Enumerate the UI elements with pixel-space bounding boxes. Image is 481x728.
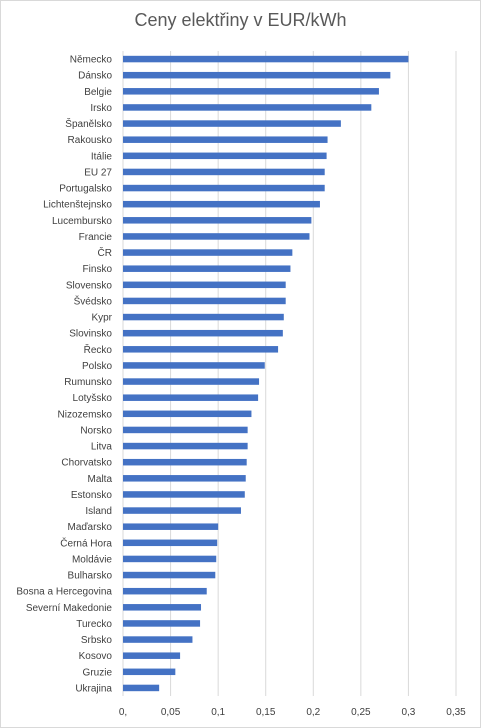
category-label: Litva <box>91 442 113 453</box>
bar <box>123 555 217 563</box>
category-labels: Německo Dánsko Belgie Irsko Španělsko Rakousk… <box>16 55 112 695</box>
category-label: Lichtenštejnsko <box>43 200 112 211</box>
category-label: Estonsko <box>71 490 113 501</box>
x-tick-label: 0,2 <box>306 707 320 718</box>
bar <box>123 587 207 595</box>
bar <box>123 249 293 256</box>
bar <box>123 458 247 466</box>
category-label: Dánsko <box>78 71 112 82</box>
category-label: Řecko <box>84 343 113 356</box>
bar <box>123 88 379 95</box>
bar <box>123 55 409 63</box>
category-label: Slovensko <box>66 280 113 291</box>
bar <box>123 152 327 160</box>
category-label: Gruzie <box>83 667 113 678</box>
bars <box>123 55 409 692</box>
x-tick-label: 0,1 <box>211 707 225 718</box>
category-label: Polsko <box>82 361 112 372</box>
bar <box>123 426 248 434</box>
category-label: Itálie <box>91 151 113 162</box>
bar <box>123 684 160 692</box>
bar <box>123 346 279 353</box>
bar <box>123 652 181 659</box>
category-label: Francie <box>79 232 113 243</box>
category-label: Finsko <box>83 264 113 275</box>
bar <box>123 668 176 676</box>
bar <box>123 378 260 385</box>
bar <box>123 539 218 547</box>
category-label: Chorvatsko <box>61 458 112 469</box>
bar <box>123 168 325 176</box>
category-label: EU 27 <box>84 167 112 178</box>
category-label: Malta <box>88 474 113 485</box>
x-tick-labels: 0, 0,05 0,1 0,15 0,2 0,25 0,3 0,35 <box>119 707 466 718</box>
category-label: Kypr <box>91 313 112 324</box>
category-label: Ukrajina <box>75 683 112 694</box>
category-label: Černá Hora <box>60 536 112 549</box>
x-tick-label: 0,3 <box>401 707 415 718</box>
bar <box>123 362 265 369</box>
category-label: Lotyšsko <box>73 393 113 404</box>
bar <box>123 217 312 224</box>
bar <box>123 523 219 530</box>
x-tick-label: 0,35 <box>446 707 466 718</box>
bar <box>123 604 202 611</box>
category-label: Srbsko <box>81 635 113 646</box>
category-label: Irsko <box>90 103 112 114</box>
category-label: Švédsko <box>74 294 113 307</box>
category-label: Maďarsko <box>68 522 113 533</box>
bar <box>123 265 291 272</box>
category-label: Španělsko <box>65 117 112 130</box>
bar <box>123 491 245 498</box>
bar <box>123 442 248 450</box>
bar <box>123 571 216 579</box>
gridlines <box>122 51 457 696</box>
category-label: ČR <box>98 246 112 259</box>
category-label: Německo <box>70 55 113 66</box>
bar <box>123 620 201 627</box>
x-tick-label: 0, <box>119 707 127 718</box>
x-tick-label: 0,15 <box>256 707 276 718</box>
bar <box>123 410 252 418</box>
x-tick-label: 0,25 <box>351 707 371 718</box>
category-label: Nizozemsko <box>58 409 113 420</box>
chart-title: Ceny elektřiny v EUR/kWh <box>134 10 347 30</box>
bar <box>123 636 193 643</box>
bar <box>123 394 259 401</box>
category-label: Lucembursko <box>52 216 112 227</box>
category-label: Portugalsko <box>59 184 112 195</box>
bar <box>123 329 283 337</box>
bar <box>123 281 286 289</box>
category-label: Kosovo <box>79 651 113 662</box>
x-tick-label: 0,05 <box>161 707 181 718</box>
category-label: Bosna a Hercegovina <box>16 587 112 598</box>
bar <box>123 71 391 79</box>
category-label: Belgie <box>84 87 112 98</box>
bar <box>123 184 325 192</box>
category-label: Bulharsko <box>68 571 113 582</box>
bar <box>123 475 246 482</box>
bar <box>123 120 341 127</box>
bar <box>123 136 328 143</box>
category-label: Turecko <box>76 619 112 630</box>
bar <box>123 104 372 111</box>
category-label: Norsko <box>80 425 112 436</box>
category-label: Slovinsko <box>69 329 112 340</box>
bar <box>123 200 320 208</box>
category-label: Island <box>85 506 112 517</box>
bar <box>123 507 241 514</box>
bar <box>123 233 310 240</box>
category-label: Moldávie <box>72 554 112 565</box>
category-label: Severní Makedonie <box>26 603 113 614</box>
category-label: Rakousko <box>68 135 113 146</box>
bar <box>123 297 286 305</box>
bar <box>123 313 284 321</box>
category-label: Rumunsko <box>64 377 112 388</box>
